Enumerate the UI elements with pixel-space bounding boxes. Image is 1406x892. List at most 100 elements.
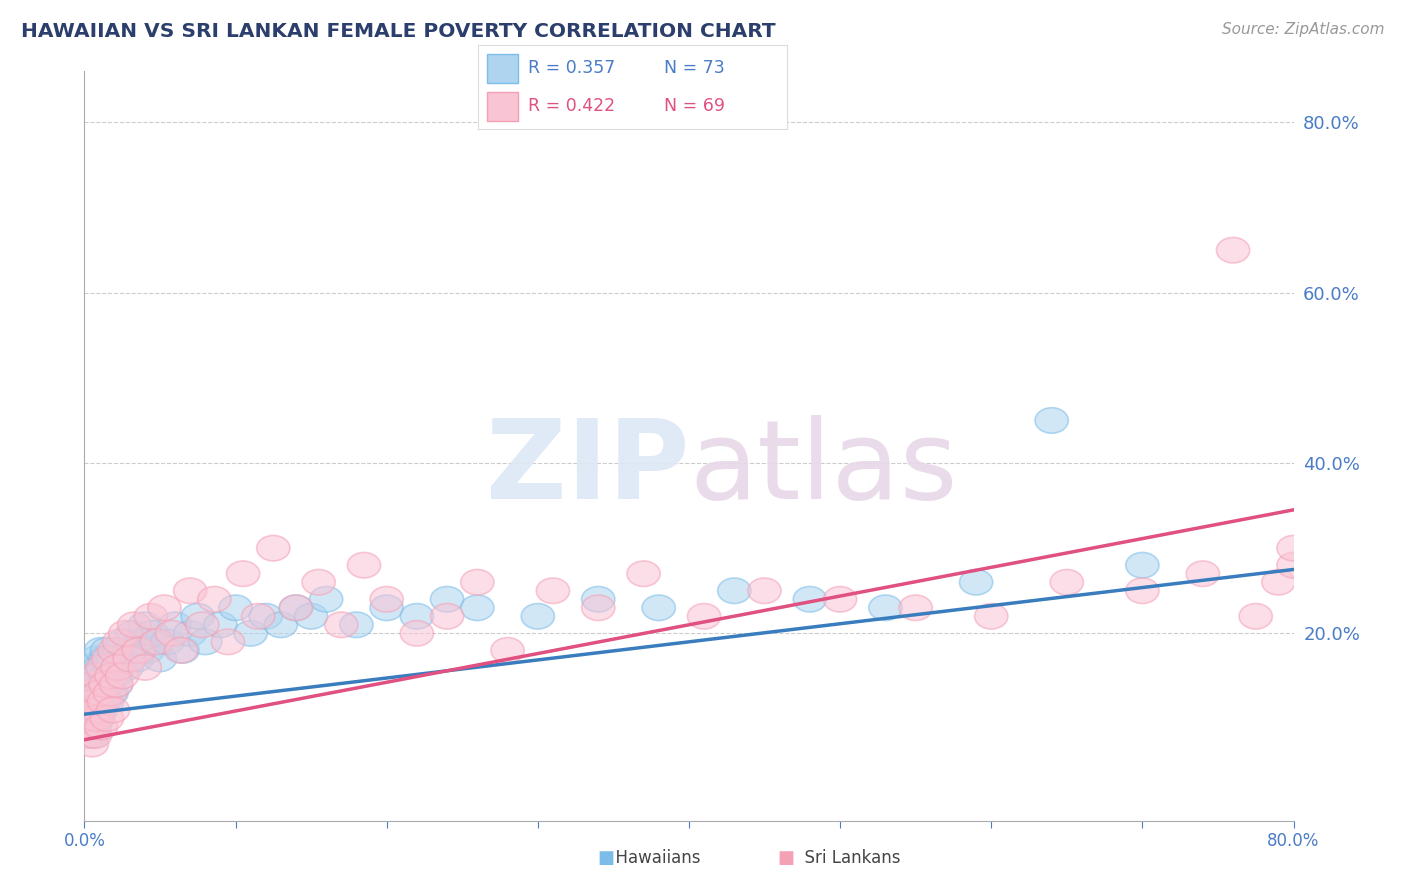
Text: N = 69: N = 69 [664, 96, 724, 114]
FancyBboxPatch shape [488, 54, 519, 83]
Ellipse shape [173, 578, 207, 604]
Ellipse shape [522, 604, 554, 629]
Ellipse shape [117, 621, 149, 646]
Ellipse shape [89, 663, 122, 689]
Ellipse shape [294, 604, 328, 629]
Ellipse shape [309, 587, 343, 612]
Ellipse shape [1239, 604, 1272, 629]
Ellipse shape [100, 672, 132, 698]
Text: Source: ZipAtlas.com: Source: ZipAtlas.com [1222, 22, 1385, 37]
Ellipse shape [128, 655, 162, 680]
Ellipse shape [627, 561, 661, 587]
Ellipse shape [112, 638, 146, 663]
Ellipse shape [70, 689, 104, 714]
Ellipse shape [83, 680, 117, 706]
Ellipse shape [107, 629, 141, 655]
Ellipse shape [131, 638, 165, 663]
Ellipse shape [536, 578, 569, 604]
Ellipse shape [181, 604, 214, 629]
Ellipse shape [150, 629, 184, 655]
Ellipse shape [461, 595, 494, 621]
Text: N = 73: N = 73 [664, 60, 724, 78]
Ellipse shape [173, 621, 207, 646]
Ellipse shape [101, 655, 134, 680]
Ellipse shape [97, 698, 129, 723]
Ellipse shape [84, 638, 118, 663]
Ellipse shape [974, 604, 1008, 629]
Ellipse shape [83, 655, 117, 680]
Ellipse shape [87, 689, 121, 714]
Ellipse shape [77, 706, 110, 731]
Text: R = 0.422: R = 0.422 [527, 96, 614, 114]
Ellipse shape [824, 587, 856, 612]
Ellipse shape [1277, 535, 1310, 561]
Ellipse shape [370, 595, 404, 621]
Ellipse shape [688, 604, 721, 629]
Ellipse shape [134, 604, 167, 629]
Ellipse shape [93, 655, 127, 680]
Ellipse shape [125, 629, 159, 655]
FancyBboxPatch shape [488, 92, 519, 120]
Ellipse shape [84, 714, 118, 739]
Ellipse shape [101, 655, 134, 680]
Ellipse shape [280, 595, 312, 621]
Ellipse shape [325, 612, 359, 638]
Ellipse shape [103, 629, 136, 655]
Text: ZIP: ZIP [485, 415, 689, 522]
Ellipse shape [188, 629, 222, 655]
Ellipse shape [83, 680, 117, 706]
Ellipse shape [108, 621, 142, 646]
Ellipse shape [96, 663, 128, 689]
Ellipse shape [370, 587, 404, 612]
Ellipse shape [77, 663, 110, 689]
Ellipse shape [91, 672, 125, 698]
Ellipse shape [156, 621, 188, 646]
Ellipse shape [87, 655, 121, 680]
Ellipse shape [80, 646, 112, 672]
Ellipse shape [165, 638, 198, 663]
Ellipse shape [112, 646, 146, 672]
Ellipse shape [1216, 237, 1250, 263]
Ellipse shape [959, 569, 993, 595]
Ellipse shape [136, 621, 169, 646]
Ellipse shape [401, 621, 433, 646]
Ellipse shape [70, 723, 104, 748]
Ellipse shape [128, 612, 162, 638]
Ellipse shape [79, 714, 111, 739]
Ellipse shape [77, 672, 110, 698]
Ellipse shape [90, 706, 124, 731]
Ellipse shape [582, 595, 614, 621]
Ellipse shape [80, 663, 112, 689]
Ellipse shape [73, 672, 107, 698]
Ellipse shape [211, 629, 245, 655]
Ellipse shape [430, 587, 464, 612]
Ellipse shape [84, 698, 118, 723]
Ellipse shape [717, 578, 751, 604]
Text: ■: ■ [778, 849, 794, 867]
Ellipse shape [79, 689, 111, 714]
Ellipse shape [491, 638, 524, 663]
Ellipse shape [582, 587, 614, 612]
Ellipse shape [347, 552, 381, 578]
Ellipse shape [76, 731, 108, 756]
Ellipse shape [1035, 408, 1069, 434]
Text: ■: ■ [598, 849, 614, 867]
Ellipse shape [204, 612, 238, 638]
Ellipse shape [86, 689, 120, 714]
Ellipse shape [122, 638, 156, 663]
Ellipse shape [80, 706, 112, 731]
Ellipse shape [93, 680, 127, 706]
Ellipse shape [748, 578, 782, 604]
Ellipse shape [159, 612, 191, 638]
Ellipse shape [76, 680, 108, 706]
Text: atlas: atlas [689, 415, 957, 522]
Ellipse shape [1126, 578, 1159, 604]
Ellipse shape [1187, 561, 1219, 587]
Ellipse shape [82, 698, 115, 723]
Ellipse shape [72, 706, 105, 731]
Ellipse shape [643, 595, 675, 621]
Ellipse shape [1277, 552, 1310, 578]
Ellipse shape [141, 629, 173, 655]
Ellipse shape [280, 595, 312, 621]
Ellipse shape [72, 698, 105, 723]
